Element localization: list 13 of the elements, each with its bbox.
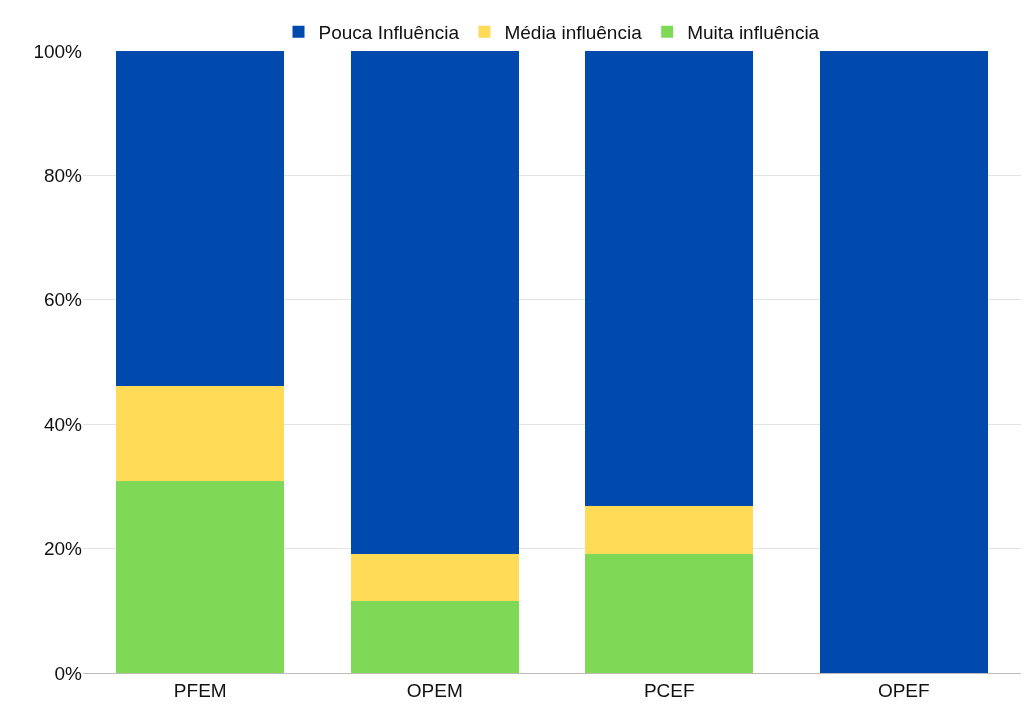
legend-label: Muita influência [687, 22, 820, 44]
legend-label: Pouca Influência [318, 22, 460, 44]
legend-label: Média influência [504, 22, 643, 44]
y-tick-label: 80% [43, 165, 83, 187]
x-tick-label: OPEM [406, 679, 463, 701]
x-tick-label: PCEF [643, 679, 695, 701]
y-tick-label: 0% [54, 662, 83, 684]
y-tick-label: 100% [33, 40, 83, 62]
x-tick-label: PFEM [173, 679, 227, 701]
y-tick-label: 60% [43, 289, 83, 311]
y-tick-label: 40% [43, 413, 83, 435]
x-tick-label: OPEF [877, 679, 930, 701]
y-tick-label: 20% [43, 538, 83, 560]
